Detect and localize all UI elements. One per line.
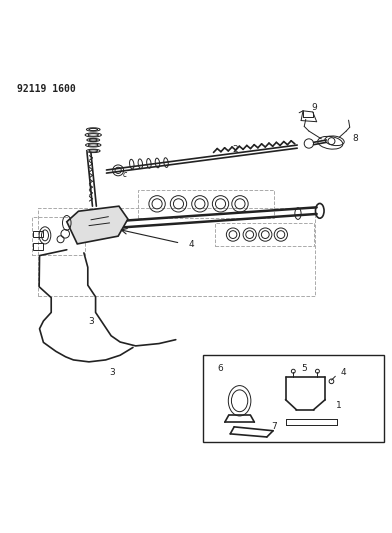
Bar [33, 243, 43, 250]
Bar [203, 355, 384, 442]
Text: 5: 5 [301, 365, 307, 373]
Text: 2: 2 [232, 145, 238, 154]
Polygon shape [67, 206, 128, 244]
Text: c: c [123, 169, 127, 179]
Bar [33, 231, 43, 237]
Text: 9: 9 [312, 103, 318, 112]
Bar [38, 208, 315, 296]
Text: 92119 1600: 92119 1600 [17, 84, 76, 94]
Text: 6: 6 [217, 365, 223, 373]
Text: 3: 3 [109, 368, 115, 377]
Text: 1: 1 [336, 401, 342, 410]
Text: 4: 4 [189, 240, 194, 249]
Bar [32, 217, 85, 255]
Bar [215, 223, 314, 246]
Text: 3: 3 [88, 317, 94, 326]
Bar [138, 190, 274, 218]
Text: 7: 7 [271, 422, 277, 431]
Text: 4: 4 [340, 368, 346, 377]
Text: 8: 8 [353, 134, 358, 143]
